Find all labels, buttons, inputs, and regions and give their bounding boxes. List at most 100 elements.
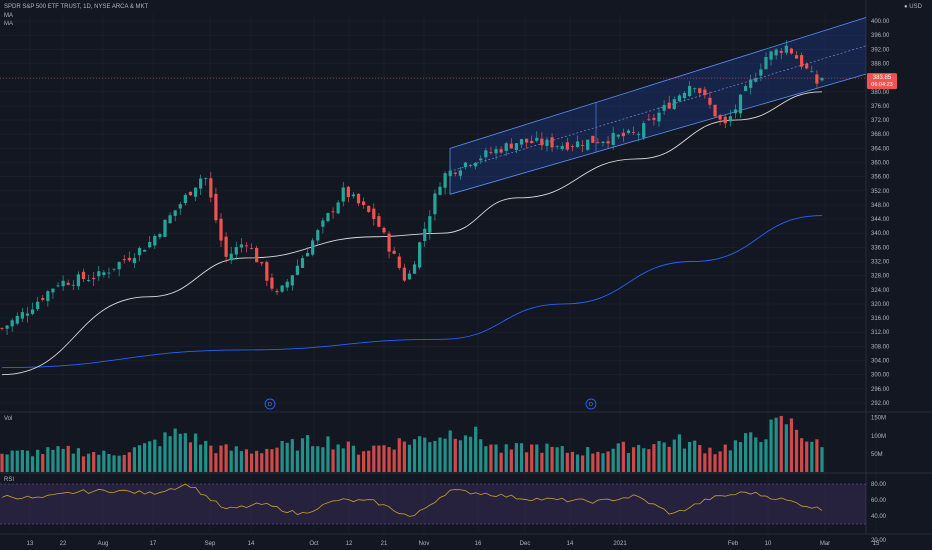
candle-body: [15, 315, 19, 324]
volume-bar: [489, 444, 493, 472]
currency-label: ● USD: [904, 4, 922, 11]
candle-body: [153, 235, 157, 246]
volume-bar: [677, 434, 681, 472]
price-tick-label: 392.00: [871, 47, 890, 53]
candle-body: [596, 142, 600, 144]
candle-body: [255, 247, 259, 263]
price-tick-label: 348.00: [871, 203, 890, 209]
candle-body: [631, 132, 636, 133]
candle-body: [412, 264, 417, 274]
volume-bar: [280, 441, 284, 472]
candle-body: [66, 282, 70, 285]
lock-icon: ●: [904, 4, 908, 10]
volume-bar: [336, 444, 340, 472]
price-tick-label: 364.00: [871, 146, 890, 152]
candle-body: [586, 139, 590, 150]
rsi-tick-label: 60.00: [871, 498, 887, 504]
candle-body: [199, 178, 203, 189]
volume-bar: [51, 449, 55, 472]
regression-channel[interactable]: [449, 17, 867, 195]
dividend-marker-2[interactable]: [585, 398, 597, 410]
candle-body: [677, 95, 681, 102]
volume-bar: [183, 433, 187, 472]
time-tick-label: Sep: [205, 541, 216, 547]
volume-bar: [794, 429, 799, 472]
volume-legend[interactable]: Vol: [4, 416, 13, 422]
price-tick-label: 332.00: [871, 260, 890, 266]
candle-body: [744, 86, 748, 91]
candle-body: [71, 284, 75, 286]
price-tick-label: 356.00: [871, 175, 890, 181]
candle-body: [545, 139, 549, 146]
candle-body: [428, 216, 432, 233]
volume-bar: [356, 454, 361, 472]
candle-body: [346, 186, 350, 198]
candle-body: [122, 259, 126, 261]
time-tick-label: Nov: [419, 541, 430, 547]
volume-bar: [377, 445, 381, 472]
candle-body: [423, 228, 427, 241]
candle-body: [509, 143, 513, 149]
candle-body: [402, 267, 406, 281]
candle-body: [637, 133, 641, 135]
candle-body: [479, 158, 483, 161]
volume-bar: [112, 455, 116, 472]
candle-body: [107, 272, 111, 274]
volume-bar: [433, 440, 437, 472]
volume-bar: [550, 446, 554, 472]
volume-bar: [10, 450, 14, 472]
time-tick-label: Mar: [820, 541, 830, 547]
dividend-marker-1[interactable]: [264, 398, 276, 410]
candle-body: [647, 119, 651, 121]
volume-bar: [311, 446, 315, 472]
candle-body: [311, 240, 315, 255]
candle-body: [642, 123, 646, 138]
candle-body: [489, 152, 493, 154]
candle-body: [453, 172, 457, 174]
volume-bar: [255, 450, 259, 472]
volume-bar: [560, 446, 564, 472]
candle-body: [163, 219, 167, 237]
candle-body: [188, 191, 193, 196]
candle-body: [148, 241, 152, 248]
ma-legend-1[interactable]: MA: [4, 13, 13, 19]
candle-body: [784, 45, 788, 53]
price-tick-label: 344.00: [871, 217, 890, 223]
candle-body: [30, 309, 35, 314]
candle-body: [92, 277, 96, 280]
candle-body: [805, 63, 809, 69]
volume-bar: [127, 452, 131, 472]
candle-body: [219, 218, 223, 241]
volume-bar: [744, 433, 748, 472]
candle-body: [331, 211, 335, 213]
symbol-title: SPDR S&P 500 ETF TRUST, 1D, NYSE ARCA & …: [4, 4, 149, 10]
candle-body: [764, 57, 768, 70]
price-tick-label: 400.00: [871, 19, 890, 25]
channel-lower: [449, 73, 867, 195]
candle-body: [392, 250, 396, 254]
axes: 400.00396.00392.00388.00384.00380.00376.…: [0, 19, 897, 547]
volume-bar: [611, 448, 615, 472]
volume-bar: [596, 451, 600, 472]
volume-bar: [372, 445, 376, 472]
volume-bar: [270, 449, 274, 472]
volume-bar: [295, 450, 300, 472]
volume-bar: [76, 448, 80, 472]
time-tick-label: 14: [248, 541, 255, 547]
volume-bar: [0, 453, 4, 472]
candle-body: [794, 55, 799, 59]
volume-bar: [265, 448, 269, 472]
candle-body: [494, 149, 498, 154]
dividend-marker-2-label: D: [589, 402, 593, 408]
ma-legend-2[interactable]: MA: [4, 21, 13, 27]
candle-body: [224, 236, 228, 257]
rsi-legend[interactable]: RSI: [4, 477, 15, 483]
volume-bar: [662, 442, 666, 472]
candle-body: [514, 143, 519, 151]
channel-upper: [449, 17, 867, 149]
time-tick-label: Feb: [728, 541, 739, 547]
volume-bar: [173, 428, 177, 472]
candle-body: [621, 132, 625, 137]
